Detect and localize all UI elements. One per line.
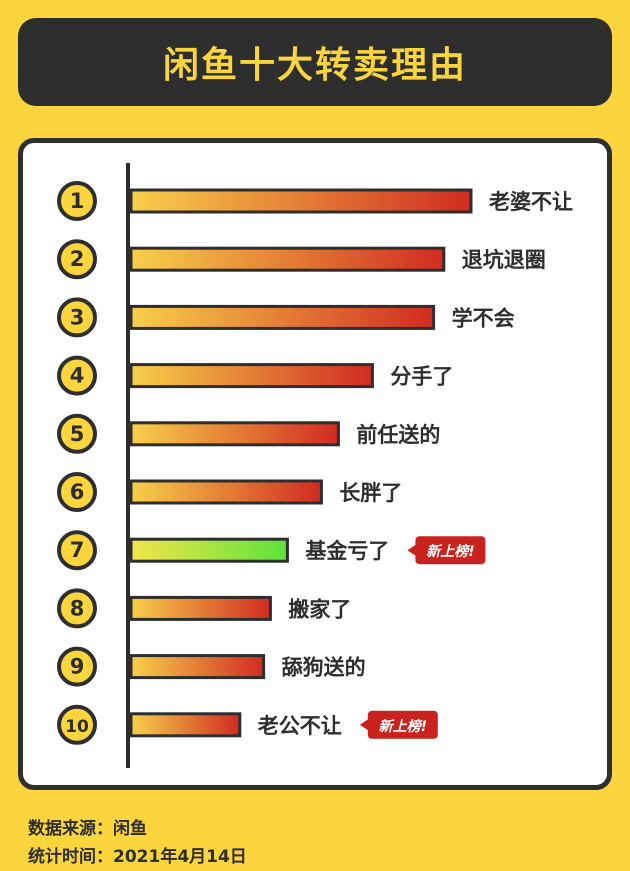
page-title: 闲鱼十大转卖理由: [162, 45, 467, 86]
bar-4: [129, 363, 374, 389]
badge-text: 新上榜!: [379, 718, 427, 735]
rank-number: 2: [70, 247, 85, 271]
rank-number: 9: [70, 655, 85, 679]
bar-label: 老婆不让: [489, 190, 573, 214]
rank-number: 10: [65, 717, 89, 737]
rank-circle: [57, 704, 97, 745]
rank-number: 6: [70, 480, 85, 504]
rank-number: 1: [70, 189, 85, 213]
bar-5: [129, 421, 340, 447]
rank-number: 4: [70, 364, 85, 388]
bar-1: [129, 188, 473, 214]
badge-box: [367, 710, 438, 739]
date-label: 统计时间：: [28, 847, 113, 867]
bar-label: 基金亏了: [305, 539, 389, 563]
footer-source: 数据来源： 闲鱼: [28, 815, 247, 843]
badge-pointer: [359, 718, 369, 731]
bar-7: [129, 537, 289, 563]
bar-3: [129, 304, 436, 330]
bar-10: [129, 712, 242, 738]
rank-circle: [57, 646, 97, 687]
rank-circle: [57, 239, 97, 280]
bar-label: 搬家了: [288, 597, 351, 621]
bar-label: 退坑退圈: [462, 248, 546, 272]
new-entry-badge: 新上榜!: [359, 710, 438, 739]
bar-label: 分手了: [390, 365, 453, 389]
badge-text: 新上榜!: [426, 543, 474, 560]
bar-label: 老公不让: [258, 714, 342, 738]
title-banner: 闲鱼十大转卖理由: [18, 18, 612, 106]
rank-circle: [57, 181, 97, 221]
chart-panel: 1 老婆不让 2 退坑退圈 3 学不会 4 分手了 5 前任送的 6 长胖了 7 基金亏了 新上榜! 8 搬家了…: [18, 138, 612, 790]
date-value: 2021年4月14日: [113, 847, 247, 867]
badge-box: [415, 536, 486, 565]
rank-number: 8: [70, 596, 85, 620]
rank-circle: [57, 413, 97, 454]
rank-circle: [57, 530, 97, 571]
footer-date: 统计时间： 2021年4月14日: [28, 843, 247, 871]
bar-6: [129, 479, 323, 505]
bar-2: [129, 246, 446, 272]
bar-label: 长胖了: [339, 481, 402, 505]
bar-label: 前任送的: [356, 423, 440, 447]
rank-circle: [57, 588, 97, 629]
rank-number: 7: [70, 538, 85, 562]
bar-9: [129, 654, 266, 680]
bar-label: 舔狗送的: [282, 656, 366, 680]
bar-8: [129, 595, 272, 621]
badge-pointer: [407, 544, 417, 557]
rank-number: 5: [70, 422, 85, 446]
footer: 数据来源： 闲鱼 统计时间： 2021年4月14日: [28, 815, 247, 871]
new-entry-badge: 新上榜!: [407, 536, 486, 565]
bar-label: 学不会: [452, 306, 515, 330]
rank-circle: [57, 472, 97, 512]
source-label: 数据来源：: [28, 819, 113, 839]
rank-number: 3: [70, 305, 85, 329]
rank-circle: [57, 297, 97, 338]
rank-circle: [57, 355, 97, 396]
source-value: 闲鱼: [113, 819, 147, 839]
